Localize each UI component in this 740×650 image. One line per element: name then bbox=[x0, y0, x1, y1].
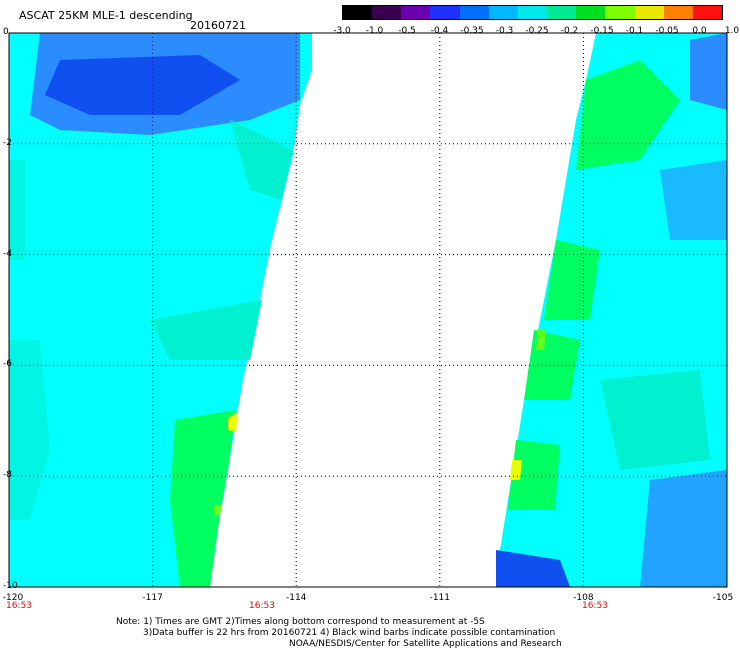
latitude-label: 0 bbox=[3, 27, 9, 37]
left-swath-lime-pixel bbox=[214, 505, 222, 515]
colorbar-swatch bbox=[663, 6, 693, 19]
note-line-1: Note: 1) Times are GMT 2)Times along bot… bbox=[116, 617, 485, 627]
right-swath-blue-northeast bbox=[690, 33, 727, 110]
colorbar bbox=[342, 5, 723, 20]
colorbar-swatch bbox=[517, 6, 548, 19]
note-line-2: 3)Data buffer is 22 hrs from 20160721 4)… bbox=[143, 628, 556, 638]
colorbar-label: 0.0 bbox=[692, 26, 707, 36]
latitude-label: -8 bbox=[3, 470, 12, 481]
left-swath-green-band bbox=[170, 410, 236, 587]
map-date: 20160721 bbox=[190, 19, 246, 32]
colorbar-swatch bbox=[401, 6, 431, 19]
longitude-label: -105 bbox=[712, 593, 734, 603]
left-swath-west-aqua bbox=[9, 340, 50, 520]
left-swath-yellow-pixel bbox=[228, 412, 238, 432]
colorbar-label: -0.15 bbox=[590, 26, 614, 36]
time-label: 16:53 bbox=[582, 601, 608, 611]
right-swath-aqua-patch bbox=[600, 370, 710, 470]
left-swath bbox=[9, 33, 312, 587]
colorbar-label: -0.35 bbox=[460, 26, 484, 36]
left-swath-aqua-band bbox=[230, 120, 293, 200]
latitude-label: -2 bbox=[3, 137, 12, 148]
colorbar-swatch bbox=[459, 6, 489, 19]
time-label: 16:53 bbox=[249, 601, 275, 611]
longitude-label: -120 bbox=[2, 593, 24, 603]
colorbar-swatch bbox=[634, 6, 664, 19]
longitude-label: -111 bbox=[429, 593, 451, 603]
colorbar-swatch bbox=[692, 6, 723, 19]
latitude-label: -10 bbox=[3, 581, 18, 591]
right-swath-lime-pixel bbox=[536, 330, 546, 350]
left-swath-deep-blue-core bbox=[45, 55, 240, 115]
colorbar-label: -3.0 bbox=[333, 26, 351, 36]
colorbar-swatch bbox=[343, 6, 373, 19]
right-swath-green-west bbox=[524, 330, 580, 400]
colorbar-label: -0.3 bbox=[495, 26, 514, 36]
colorbar-label: -0.5 bbox=[398, 26, 416, 36]
colorbar-swatch bbox=[547, 6, 577, 19]
left-swath-west-patch bbox=[9, 160, 25, 260]
colorbar-label: -1.0 bbox=[365, 26, 384, 36]
colorbar-label: -0.1 bbox=[625, 26, 644, 36]
longitude-label: -117 bbox=[142, 593, 163, 603]
colorbar-swatch bbox=[430, 6, 460, 19]
colorbar-label: -0.05 bbox=[655, 26, 679, 36]
latitude-label: -6 bbox=[3, 359, 12, 370]
right-swath-blue-east bbox=[660, 160, 727, 240]
colorbar-swatch bbox=[576, 6, 606, 19]
colorbar-swatch bbox=[372, 6, 402, 19]
colorbar-label: -0.25 bbox=[525, 26, 549, 36]
right-swath-green-mid bbox=[544, 240, 600, 320]
colorbar-label: 1.0 bbox=[724, 26, 740, 36]
colorbar-label: -0.4 bbox=[430, 26, 449, 36]
colorbar-swatch bbox=[605, 6, 635, 19]
latitude-label: -4 bbox=[3, 248, 12, 259]
longitude-label: -108 bbox=[573, 593, 594, 603]
map-frame bbox=[8, 32, 728, 588]
note-line-3: NOAA/NESDIS/Center for Satellite Applica… bbox=[289, 639, 562, 649]
right-swath-blue-southeast bbox=[640, 470, 727, 587]
time-label: 16:53 bbox=[6, 601, 32, 611]
colorbar-swatch bbox=[488, 6, 518, 19]
right-swath-green-north bbox=[576, 60, 680, 170]
right-swath-green-south bbox=[508, 440, 560, 510]
right-swath-deep-blue-southwest bbox=[496, 550, 570, 587]
left-swath-aqua-patch bbox=[150, 300, 262, 360]
longitude-label: -114 bbox=[285, 593, 307, 603]
colorbar-label: -0.2 bbox=[560, 26, 579, 36]
right-swath-yellow-pixel bbox=[510, 460, 522, 480]
map-title: ASCAT 25KM MLE-1 descending bbox=[19, 9, 193, 22]
